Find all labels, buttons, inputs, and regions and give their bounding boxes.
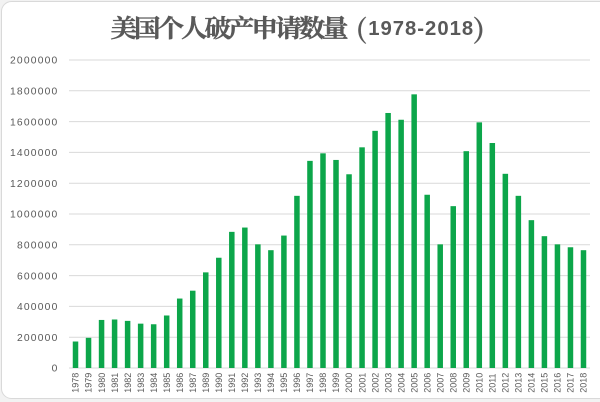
svg-text:2004: 2004 — [396, 373, 406, 393]
svg-text:2011: 2011 — [488, 373, 498, 392]
svg-text:2001: 2001 — [357, 373, 367, 393]
svg-text:0: 0 — [52, 364, 59, 375]
svg-text:2008: 2008 — [448, 373, 458, 393]
svg-text:2003: 2003 — [383, 373, 393, 393]
svg-text:1981: 1981 — [110, 373, 120, 393]
svg-text:2016: 2016 — [553, 373, 563, 393]
svg-text:1986: 1986 — [175, 373, 185, 393]
svg-text:800000: 800000 — [17, 241, 59, 252]
svg-text:400000: 400000 — [17, 302, 59, 313]
svg-text:1982: 1982 — [123, 373, 133, 393]
svg-text:1987: 1987 — [188, 373, 198, 393]
svg-text:2009: 2009 — [461, 373, 471, 393]
svg-text:2000000: 2000000 — [10, 56, 59, 67]
svg-text:1800000: 1800000 — [10, 87, 59, 98]
svg-text:1985: 1985 — [162, 373, 172, 393]
svg-text:2007: 2007 — [435, 373, 445, 393]
svg-text:1400000: 1400000 — [10, 148, 59, 159]
svg-text:2005: 2005 — [409, 373, 419, 393]
svg-text:2017: 2017 — [566, 373, 576, 393]
svg-text:2010: 2010 — [474, 373, 484, 393]
svg-text:2002: 2002 — [370, 373, 380, 393]
svg-text:1978-2018: 1978-2018 — [368, 18, 474, 40]
svg-text:600000: 600000 — [17, 271, 59, 282]
svg-text:1990: 1990 — [214, 373, 224, 393]
svg-text:1991: 1991 — [227, 373, 237, 393]
svg-text:1600000: 1600000 — [10, 117, 59, 128]
svg-text:1996: 1996 — [292, 373, 302, 393]
svg-text:2014: 2014 — [527, 373, 537, 393]
svg-text:2013: 2013 — [514, 373, 524, 393]
svg-text:2006: 2006 — [422, 373, 432, 393]
svg-text:1983: 1983 — [136, 373, 146, 393]
svg-text:1200000: 1200000 — [10, 179, 59, 190]
svg-text:2000: 2000 — [344, 373, 354, 393]
svg-text:1999: 1999 — [331, 373, 341, 393]
svg-text:1979: 1979 — [84, 373, 94, 393]
svg-text:2018: 2018 — [579, 373, 589, 393]
svg-text:1984: 1984 — [149, 373, 159, 393]
svg-text:1995: 1995 — [279, 373, 289, 393]
svg-text:2012: 2012 — [501, 373, 511, 393]
svg-text:1978: 1978 — [71, 373, 81, 393]
svg-text:1994: 1994 — [266, 373, 276, 393]
svg-text:1997: 1997 — [305, 373, 315, 393]
svg-text:200000: 200000 — [17, 333, 59, 344]
svg-text:1000000: 1000000 — [10, 210, 59, 221]
svg-text:1998: 1998 — [318, 373, 328, 393]
svg-text:2015: 2015 — [540, 373, 550, 393]
svg-text:1993: 1993 — [253, 373, 263, 393]
svg-text:1992: 1992 — [240, 373, 250, 393]
svg-text:1980: 1980 — [97, 373, 107, 393]
svg-text:1989: 1989 — [201, 373, 211, 393]
